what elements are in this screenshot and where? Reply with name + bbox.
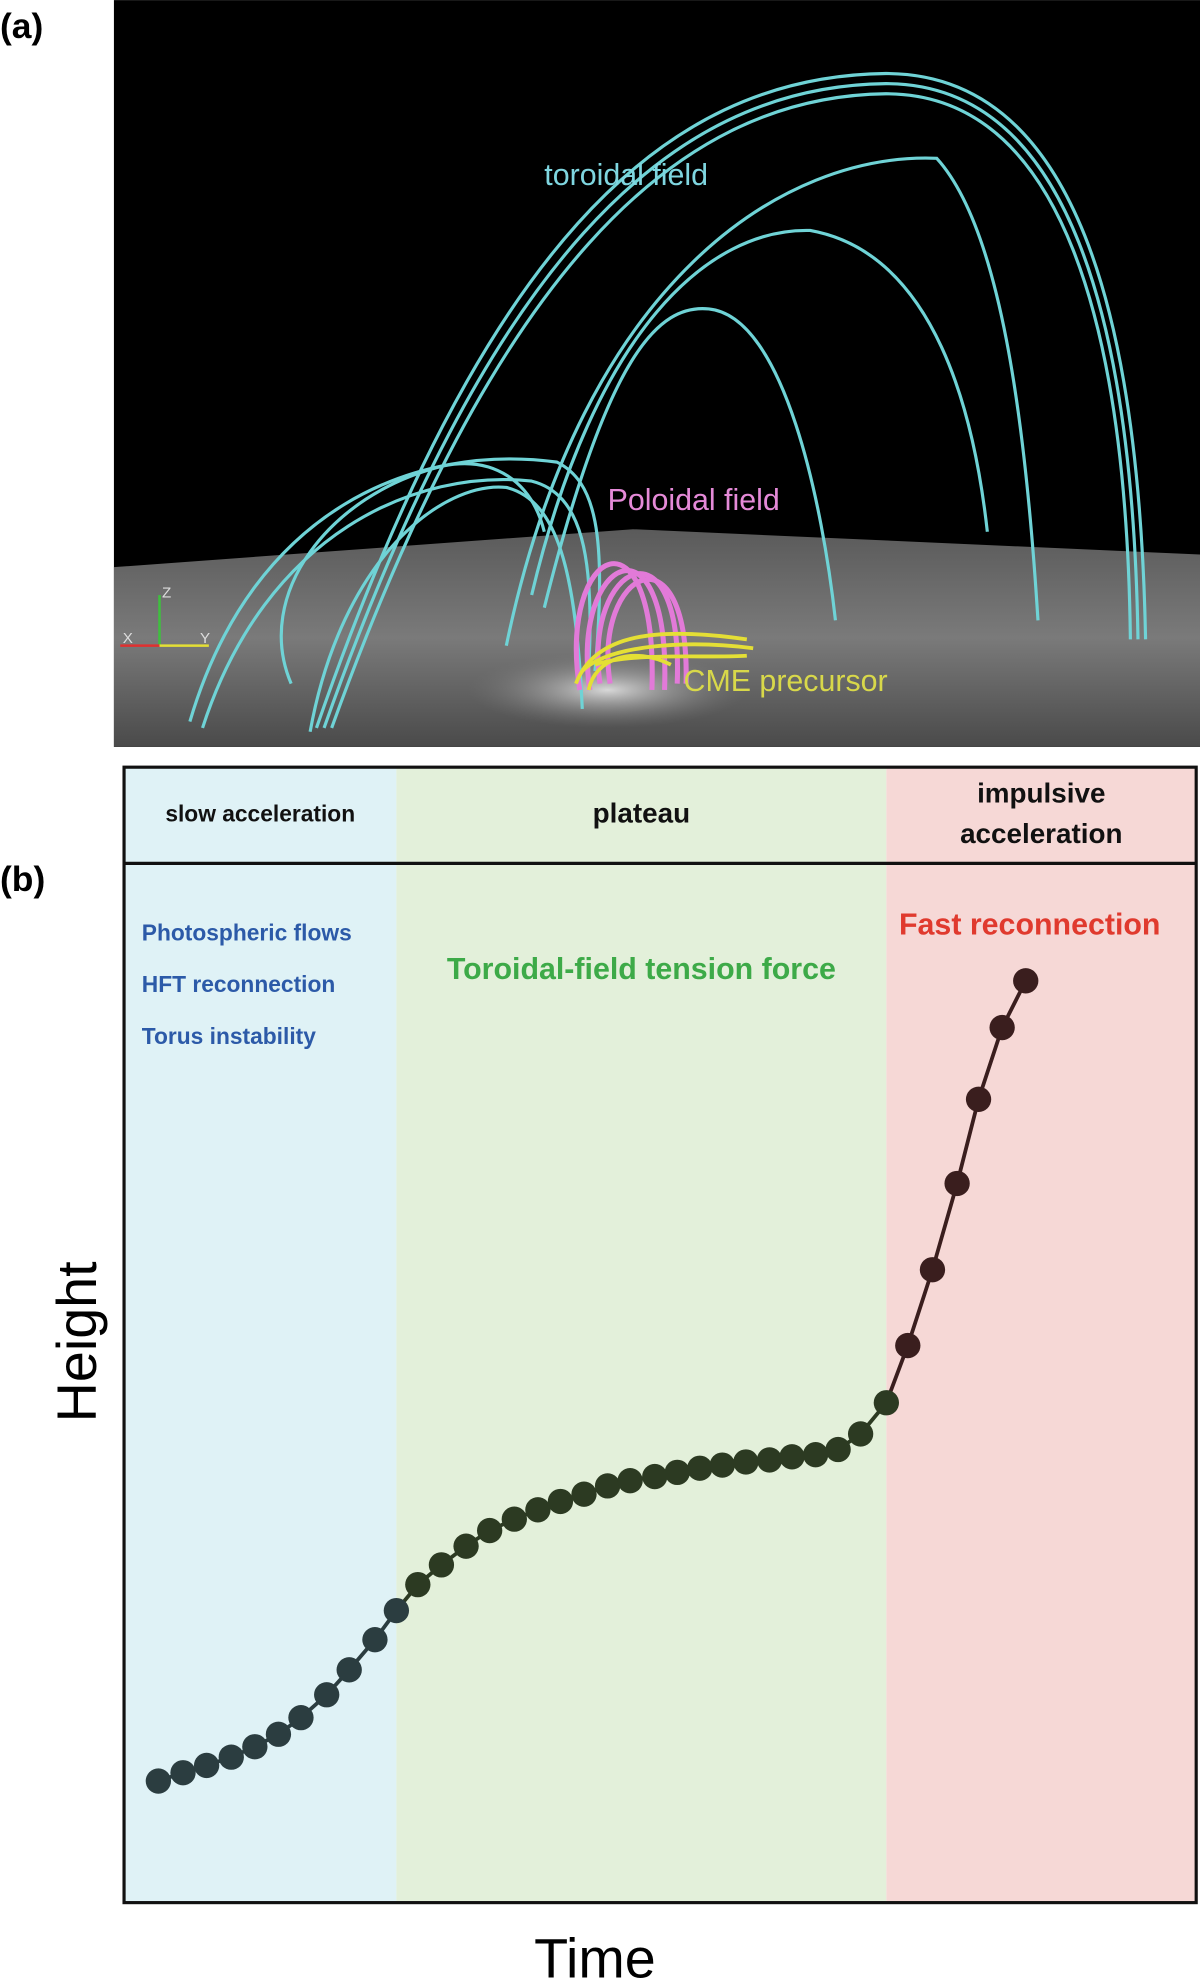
point	[383, 1597, 410, 1624]
point	[405, 1571, 431, 1598]
point	[617, 1468, 643, 1494]
poloidal-lines	[573, 561, 689, 691]
point	[336, 1657, 362, 1683]
y-axis-title: Height	[46, 1261, 108, 1423]
point	[288, 1704, 314, 1731]
x-axis-title: Time	[534, 1927, 656, 1985]
axis-triad: Z Y X	[120, 585, 210, 647]
point	[664, 1459, 690, 1486]
point	[709, 1452, 735, 1478]
frame	[122, 765, 1198, 1905]
point	[145, 1768, 172, 1794]
point	[594, 1473, 621, 1499]
phase-note: Photospheric flows	[142, 919, 352, 945]
point	[1013, 968, 1039, 994]
point	[193, 1752, 220, 1779]
point	[547, 1488, 574, 1515]
point	[756, 1447, 783, 1473]
precursor-label: CME precursor	[684, 665, 888, 698]
point	[989, 1014, 1015, 1041]
point	[779, 1444, 805, 1470]
point	[687, 1455, 713, 1481]
phase-band	[396, 767, 887, 1903]
point	[919, 1257, 946, 1283]
point	[825, 1436, 851, 1463]
point	[642, 1463, 668, 1490]
point	[847, 1421, 874, 1447]
panel-a: Z Y X toroidal field Poloidal field CME …	[113, 0, 1200, 747]
phase-header: plateau	[593, 798, 690, 829]
point	[218, 1744, 244, 1770]
phase-header: impulsive	[977, 777, 1105, 808]
panel-label: (a)	[0, 6, 43, 46]
panel-label: (b)	[0, 859, 45, 899]
axis-x-label: X	[123, 630, 133, 647]
precursor-lines	[574, 631, 754, 691]
point	[571, 1481, 597, 1507]
point	[265, 1721, 292, 1747]
point	[733, 1449, 759, 1475]
point	[525, 1497, 551, 1523]
point	[501, 1506, 527, 1532]
point	[476, 1517, 503, 1544]
point	[314, 1682, 340, 1708]
point	[362, 1627, 388, 1653]
phase-note: Toroidal-field tension force	[447, 953, 836, 986]
point	[802, 1442, 829, 1468]
poloidal-label: Poloidal field	[608, 484, 780, 517]
point	[965, 1086, 992, 1112]
plot: slow acceleration Photospheric flows HFT r…	[122, 765, 1198, 1905]
axis-y-label: Y	[200, 630, 210, 647]
point	[895, 1332, 921, 1359]
axis-z-label: Z	[162, 585, 171, 602]
toroidal-lines	[188, 71, 1148, 733]
point	[428, 1552, 455, 1578]
point	[873, 1390, 900, 1416]
phase-band	[124, 767, 397, 1903]
point	[453, 1533, 479, 1559]
phase-band	[886, 767, 1197, 1903]
phase-note: HFT reconnection	[142, 971, 336, 997]
photosphere	[113, 529, 1200, 747]
phase-note: Torus instability	[142, 1023, 316, 1049]
phase-header: slow acceleration	[165, 800, 355, 826]
point	[170, 1760, 196, 1786]
point	[242, 1734, 268, 1760]
phase-header: acceleration	[960, 818, 1122, 849]
point	[944, 1170, 970, 1197]
phase-note: Fast reconnection	[899, 909, 1160, 942]
toroidal-label: toroidal field	[544, 159, 708, 192]
